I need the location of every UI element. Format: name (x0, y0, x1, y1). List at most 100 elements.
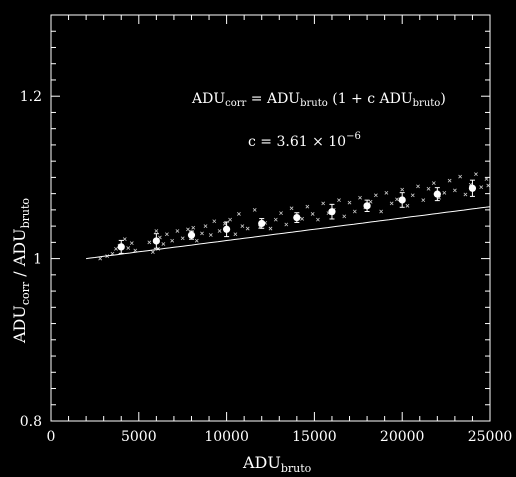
data-point (400, 187, 405, 192)
point-stroke (486, 183, 491, 188)
y-axis-label: ADUcorr / ADUbruto (10, 198, 32, 344)
point-stroke (228, 217, 232, 222)
point-stroke (98, 256, 103, 261)
point-stroke (410, 193, 415, 198)
point-stroke (284, 222, 289, 227)
data-point (289, 206, 294, 211)
binned-mean (187, 230, 196, 240)
data-point (347, 200, 352, 205)
scatter-points (98, 172, 491, 261)
point-stroke (222, 221, 227, 226)
formula-annotation: ADUcorr = ADUbruto (1 + c ADUbruto) (191, 91, 446, 109)
data-point (395, 197, 399, 202)
binned-mean (328, 203, 336, 220)
point-stroke (373, 193, 378, 198)
point-stroke (337, 198, 341, 203)
data-point (442, 190, 447, 195)
data-point (191, 225, 196, 230)
axis-ticks (50, 14, 491, 422)
binned-mean (293, 212, 301, 223)
point-stroke (431, 181, 436, 185)
mean-dot (187, 231, 196, 239)
point-stroke (203, 224, 208, 229)
binned-mean (152, 233, 160, 249)
data-point (368, 199, 373, 204)
x-tick-label: 25000 (468, 429, 513, 445)
x-tick-label: 0 (47, 429, 56, 445)
plot-frame (50, 14, 491, 422)
data-point (410, 193, 415, 198)
data-point (474, 172, 478, 177)
point-stroke (279, 211, 283, 216)
data-point (245, 226, 250, 231)
x-tick-label: 10000 (204, 429, 249, 445)
point-stroke (405, 203, 410, 208)
binned-mean (468, 179, 477, 197)
mean-dot (117, 243, 125, 251)
point-stroke (347, 200, 352, 205)
x-tick-labels: 0 5000 10000 15000 20000 25000 (47, 429, 513, 445)
y-tick-label: 1 (33, 252, 42, 268)
point-stroke (421, 198, 426, 203)
x-tick-label: 20000 (380, 429, 425, 445)
data-point (384, 190, 389, 195)
data-point (233, 232, 238, 237)
data-point (373, 193, 378, 198)
mean-dot (468, 184, 477, 192)
data-point (170, 238, 175, 243)
data-point (463, 192, 468, 197)
data-point (337, 198, 341, 203)
x-axis-label: ADUbruto (242, 453, 312, 475)
point-stroke (237, 212, 241, 216)
data-point (165, 232, 169, 237)
fit-curve (86, 206, 491, 260)
point-stroke (358, 195, 362, 200)
data-point (310, 212, 315, 216)
data-point (452, 188, 457, 193)
y-tick-label: 1.2 (20, 89, 42, 105)
point-stroke (437, 195, 441, 200)
point-stroke (180, 236, 185, 241)
data-point (228, 217, 232, 222)
point-stroke (154, 229, 159, 233)
data-point (147, 240, 152, 245)
point-stroke (126, 246, 131, 250)
point-stroke (321, 201, 326, 206)
point-stroke (316, 217, 320, 222)
point-stroke (447, 178, 452, 183)
data-point (416, 184, 420, 189)
data-point (208, 233, 213, 237)
data-point (389, 201, 394, 206)
y-tick-labels: 0.8 1 1.2 (20, 89, 42, 430)
data-point (114, 246, 118, 251)
point-stroke (200, 231, 204, 236)
point-stroke (289, 206, 294, 211)
mean-dot (363, 202, 371, 210)
point-stroke (233, 232, 238, 237)
data-point (222, 221, 227, 226)
data-point (426, 186, 431, 191)
binned-mean (117, 239, 125, 254)
data-point (486, 183, 491, 188)
mean-dot (398, 196, 406, 204)
point-stroke (426, 186, 431, 191)
point-stroke (161, 242, 166, 246)
binned-mean (223, 221, 231, 238)
point-stroke (452, 188, 457, 193)
data-point (186, 227, 190, 232)
data-point (203, 224, 208, 229)
point-stroke (175, 229, 180, 233)
point-stroke (170, 238, 175, 243)
data-point (484, 177, 489, 181)
data-point (284, 222, 289, 227)
data-point (240, 224, 245, 229)
point-stroke (273, 217, 278, 222)
point-stroke (474, 172, 478, 177)
point-stroke (217, 229, 222, 233)
point-stroke (194, 238, 199, 243)
point-stroke (300, 216, 304, 221)
data-point (129, 241, 134, 246)
data-point (154, 229, 159, 233)
